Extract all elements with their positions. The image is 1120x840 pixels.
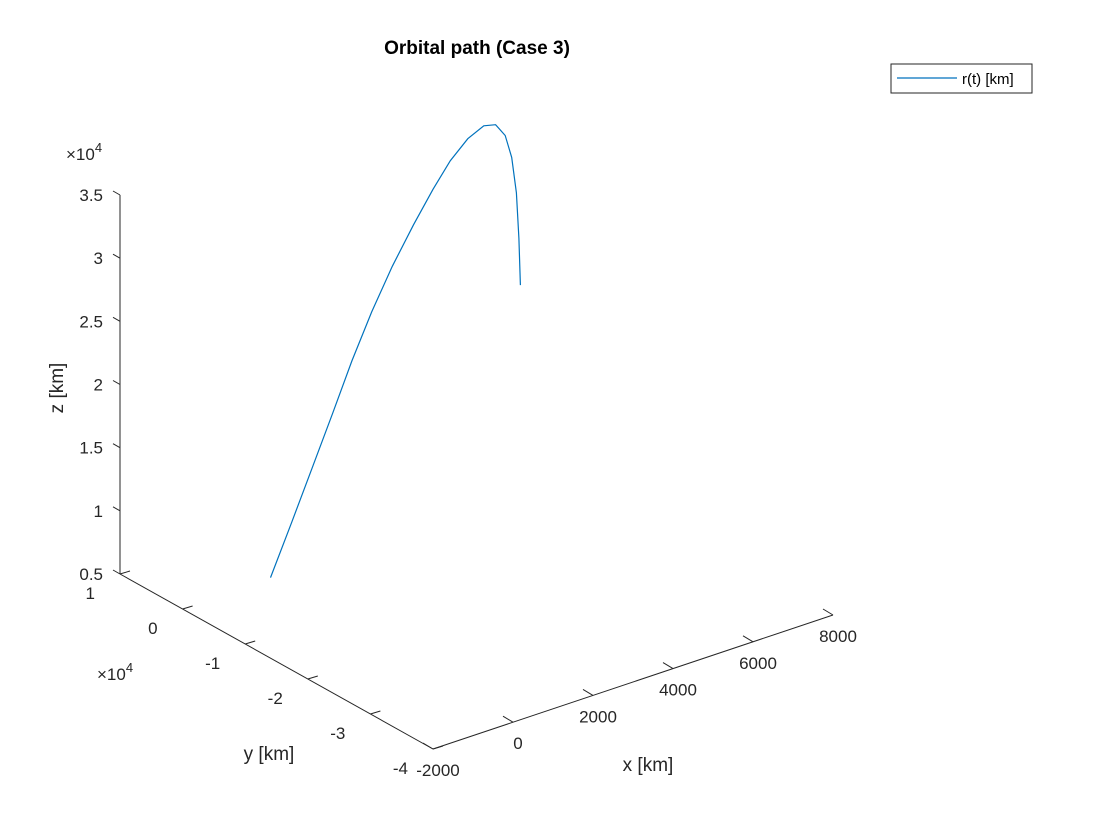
z-tick-mark [112,506,121,512]
y-tick-mark [307,675,318,680]
y-axis-line [119,573,434,750]
y-tick-label: -4 [393,759,408,778]
series-orbit-line [269,124,521,578]
y-tick-label: 1 [86,584,95,603]
chart-title: Orbital path (Case 3) [384,38,570,59]
z-axis-label: z [km] [47,363,68,414]
x-axis-line [432,614,834,750]
z-tick-label: 1.5 [79,439,103,458]
x-tick-label: 0 [513,734,522,753]
y-ticks: -4 -3 -2 -1 0 1 [86,570,444,778]
y-tick-label: -2 [268,689,283,708]
z-tick-mark [112,443,121,449]
x-tick-label: 6000 [739,654,777,673]
x-tick-label: 8000 [819,627,857,646]
z-tick-label: 0.5 [79,565,103,584]
y-tick-label: 0 [148,619,157,638]
z-tick-mark [112,190,121,196]
y-axis-label: y [km] [244,744,295,765]
z-tick-label: 3 [94,249,103,268]
y-tick-label: -3 [330,724,345,743]
z-tick-mark [112,316,121,322]
z-tick-mark [112,569,121,575]
y-tick-mark [370,710,381,715]
z-ticks: 0.5 1 1.5 2 2.5 3 3.5 [79,186,121,584]
x-axis-label: x [km] [623,755,674,776]
x-tick-mark [502,715,514,723]
z-tick-mark [112,253,121,259]
legend-entry-label: r(t) [km] [962,71,1014,88]
x-tick-label: -2000 [416,761,459,780]
x-tick-mark [822,608,834,616]
x-tick-mark [422,742,434,750]
x-tick-label: 2000 [579,707,617,726]
x-tick-label: 4000 [659,681,697,700]
y-tick-mark [245,640,256,645]
y-tick-label: -1 [205,654,220,673]
z-exponent-label: ×104 [66,140,102,164]
y-exponent-label: ×104 [97,660,133,684]
x-tick-mark [582,688,594,696]
x-tick-mark [662,662,674,670]
z-tick-label: 1 [94,502,103,521]
z-tick-label: 2 [94,376,103,395]
y-tick-mark [182,605,193,610]
x-tick-mark [742,635,754,643]
z-tick-mark [112,380,121,385]
legend: r(t) [km] [890,63,1033,94]
z-tick-label: 3.5 [79,186,103,205]
y-tick-mark [119,570,131,575]
axes-3d: 0.511.522.533.5 -4-3-2-101 -200002000400… [79,186,857,780]
z-tick-label: 2.5 [79,312,103,331]
y-tick-mark [432,745,444,750]
x-ticks: -2000 0 2000 4000 6000 8000 [416,608,857,780]
